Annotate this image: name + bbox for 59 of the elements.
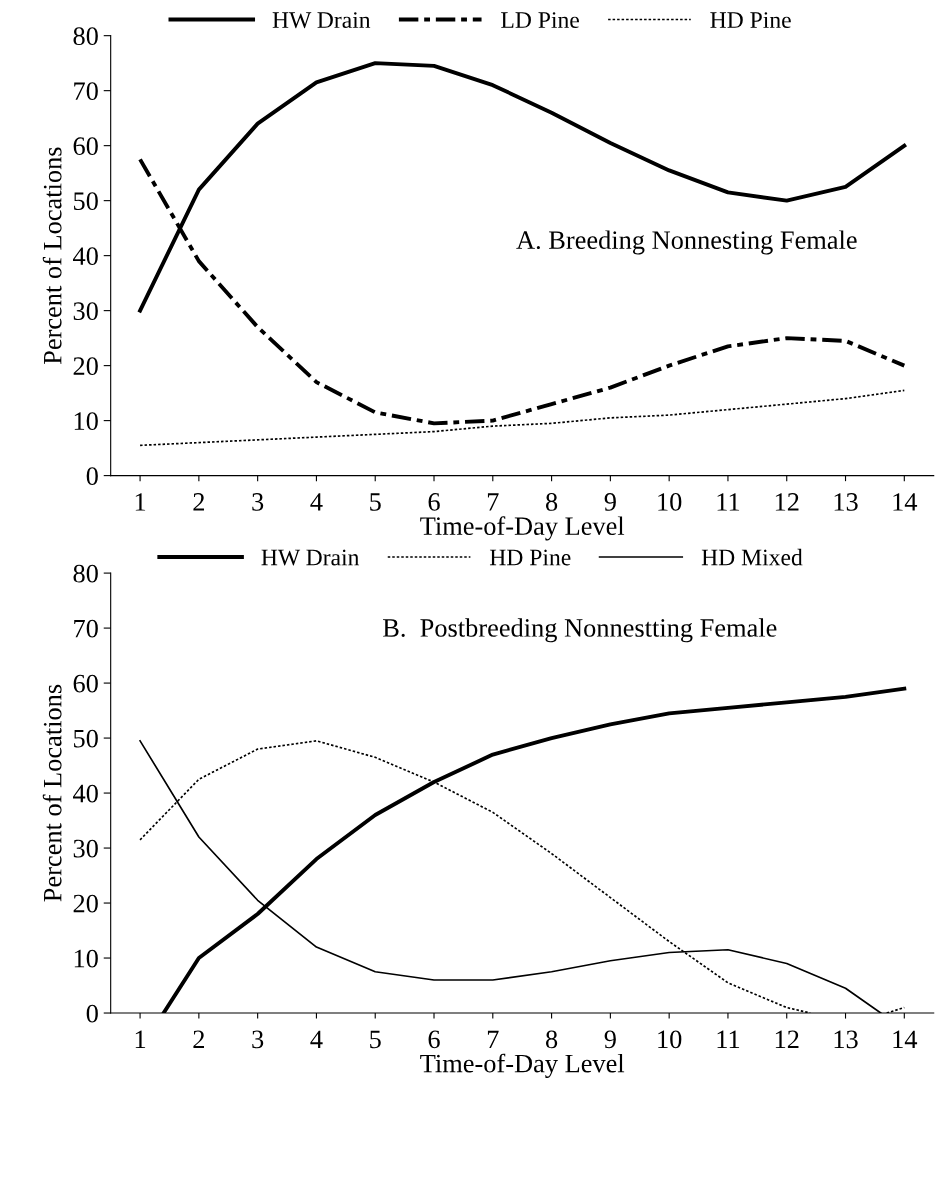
- x-tick-label: 8: [545, 1030, 558, 1049]
- y-tick-label: 0: [86, 1004, 98, 1023]
- y-tick-label: 80: [73, 564, 98, 583]
- y-tick-label: 50: [74, 729, 98, 748]
- x-axis-title: Time-of-Day Level: [420, 1053, 625, 1078]
- x-tick-label: 13: [834, 493, 858, 511]
- y-tick-label: 10: [74, 949, 98, 968]
- y-tick-label: 80: [73, 27, 98, 46]
- x-axis-title: Time-of-Day Level: [420, 516, 625, 541]
- x-tick-label: 10: [658, 493, 682, 511]
- x-tick-label: 5: [370, 1030, 381, 1049]
- y-tick-label: 20: [73, 357, 98, 376]
- y-tick-label: 10: [74, 412, 98, 431]
- y-tick-label: 30: [73, 839, 98, 858]
- y-axis-title: Percent of Locations: [42, 684, 62, 902]
- x-tick-label: 9: [604, 493, 616, 511]
- y-tick-label: 40: [73, 784, 98, 803]
- legend-label: LD Pine: [501, 12, 579, 29]
- annotation: A. Breeding Nonnesting Female: [516, 230, 857, 255]
- x-tick-label: 7: [487, 493, 499, 511]
- x-tick-label: 5: [370, 493, 381, 511]
- y-tick-label: 50: [74, 192, 98, 211]
- x-tick-label: 1: [135, 1030, 146, 1049]
- x-tick-label: 2: [193, 493, 204, 511]
- x-tick-label: 4: [310, 493, 323, 511]
- legend-label: HD Pine: [489, 549, 571, 566]
- x-tick-label: 8: [545, 493, 558, 511]
- annotation: B. Postbreeding Nonnestting Female: [383, 618, 777, 643]
- x-tick-label: 3: [252, 1030, 264, 1049]
- legend-label: HD Mixed: [701, 548, 803, 566]
- y-tick-label: 30: [73, 302, 98, 321]
- x-tick-label: 2: [193, 1030, 204, 1049]
- x-tick-label: 13: [834, 1030, 858, 1049]
- x-tick-label: 6: [428, 1030, 440, 1049]
- x-tick-label: 12: [775, 1030, 799, 1049]
- x-tick-label: 9: [604, 1030, 616, 1049]
- y-tick-label: 40: [73, 247, 98, 266]
- legend-label: HW Drain: [272, 12, 371, 29]
- x-tick-label: 12: [775, 493, 799, 511]
- y-tick-label: 0: [86, 467, 98, 486]
- x-tick-label: 10: [658, 1030, 682, 1049]
- x-tick-label: 7: [487, 1030, 499, 1049]
- y-tick-label: 60: [73, 674, 98, 693]
- y-tick-label: 20: [73, 894, 98, 913]
- legend-label: HW Drain: [261, 549, 360, 566]
- x-tick-label: 4: [310, 1030, 323, 1049]
- y-axis-title: Percent of Locations: [42, 147, 62, 365]
- y-tick-label: 70: [74, 82, 98, 101]
- y-tick-label: 70: [74, 619, 98, 638]
- x-tick-label: 11: [717, 493, 740, 511]
- legend-label: HD Pine: [710, 12, 791, 29]
- x-tick-label: 6: [428, 493, 440, 511]
- x-tick-label: 11: [717, 1030, 740, 1049]
- x-tick-label: 3: [252, 493, 264, 511]
- x-tick-label: 14: [893, 1030, 918, 1049]
- x-tick-label: 14: [893, 493, 918, 511]
- x-tick-label: 1: [135, 493, 146, 511]
- y-tick-label: 60: [73, 137, 98, 156]
- line-series: [139, 389, 906, 447]
